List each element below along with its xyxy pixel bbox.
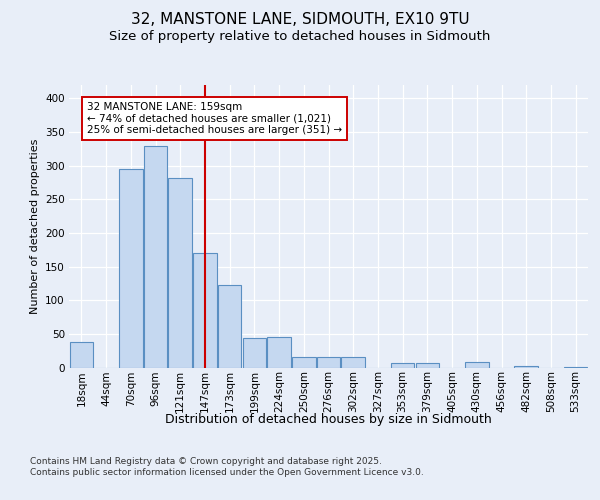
Y-axis label: Number of detached properties: Number of detached properties: [29, 138, 40, 314]
Bar: [465, 362, 488, 368]
Text: 32, MANSTONE LANE, SIDMOUTH, EX10 9TU: 32, MANSTONE LANE, SIDMOUTH, EX10 9TU: [131, 12, 469, 28]
Text: 32 MANSTONE LANE: 159sqm
← 74% of detached houses are smaller (1,021)
25% of sem: 32 MANSTONE LANE: 159sqm ← 74% of detach…: [87, 102, 342, 135]
Bar: [193, 253, 217, 368]
Bar: [341, 356, 365, 368]
Bar: [391, 364, 415, 368]
Bar: [514, 366, 538, 368]
Bar: [119, 169, 143, 368]
Bar: [144, 146, 167, 368]
Text: Distribution of detached houses by size in Sidmouth: Distribution of detached houses by size …: [166, 412, 492, 426]
Bar: [268, 336, 291, 368]
Bar: [564, 367, 587, 368]
Bar: [416, 364, 439, 368]
Bar: [218, 285, 241, 368]
Text: Size of property relative to detached houses in Sidmouth: Size of property relative to detached ho…: [109, 30, 491, 43]
Bar: [169, 178, 192, 368]
Bar: [242, 338, 266, 368]
Bar: [292, 358, 316, 368]
Text: Contains HM Land Registry data © Crown copyright and database right 2025.
Contai: Contains HM Land Registry data © Crown c…: [30, 458, 424, 477]
Bar: [317, 358, 340, 368]
Bar: [70, 342, 93, 367]
